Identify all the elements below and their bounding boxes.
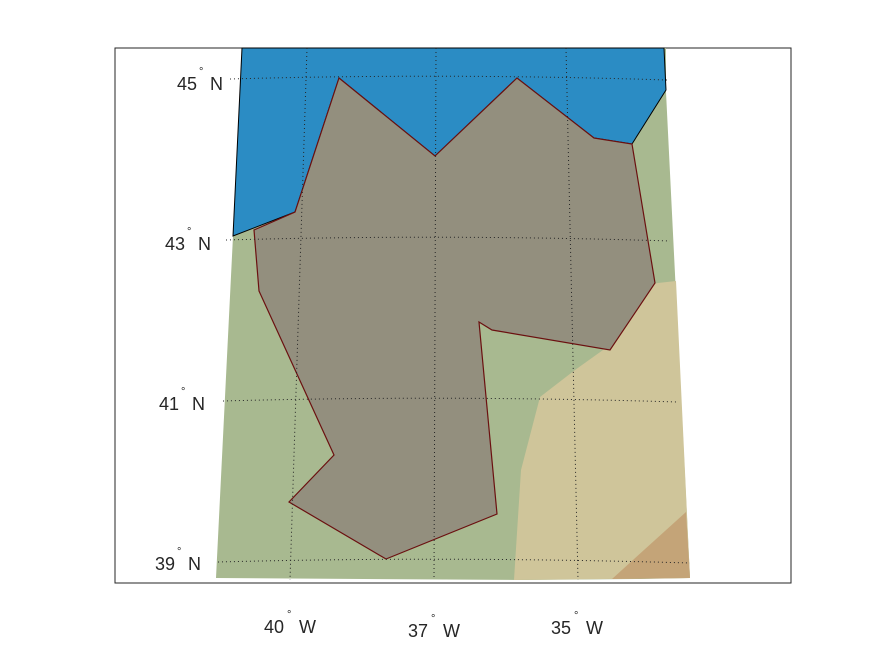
lon-degree-40: ° (287, 609, 291, 621)
latitude-labels: 45 ° N 43 ° N 41 ° N 39 ° N (155, 66, 223, 574)
lon-label-37: 37 (408, 621, 428, 641)
lon-degree-35: ° (574, 610, 578, 622)
lat-hemi-39: N (188, 554, 201, 574)
lat-degree-43: ° (187, 226, 191, 238)
region-polygon[interactable] (253, 76, 656, 560)
lat-label-41: 41 (159, 394, 179, 414)
parallel-43n (225, 236, 671, 242)
lon-hemi-40: W (299, 617, 316, 637)
lon-hemi-35: W (586, 618, 603, 638)
lat-label-45: 45 (177, 74, 197, 94)
lon-degree-37: ° (431, 613, 435, 625)
lon-label-35: 35 (551, 618, 571, 638)
meridian-37w (433, 47, 437, 581)
land-upland (514, 281, 690, 580)
lat-label-39: 39 (155, 554, 175, 574)
graticule-parallels (217, 75, 691, 564)
lat-degree-41: ° (181, 386, 185, 398)
lat-hemi-45: N (210, 74, 223, 94)
parallel-45n (229, 75, 668, 81)
lat-label-43: 43 (165, 234, 185, 254)
meridian-35w (565, 47, 579, 581)
graticule-meridians (289, 47, 579, 581)
lat-degree-45: ° (199, 66, 203, 78)
lat-hemi-41: N (192, 394, 205, 414)
lon-hemi-37: W (443, 621, 460, 641)
longitude-labels: 40 ° W 37 ° W 35 ° W (264, 609, 603, 641)
parallel-41n (222, 397, 679, 403)
lon-label-40: 40 (264, 617, 284, 637)
lat-degree-39: ° (177, 546, 181, 558)
lat-hemi-43: N (198, 234, 211, 254)
meridian-40w (289, 47, 308, 581)
